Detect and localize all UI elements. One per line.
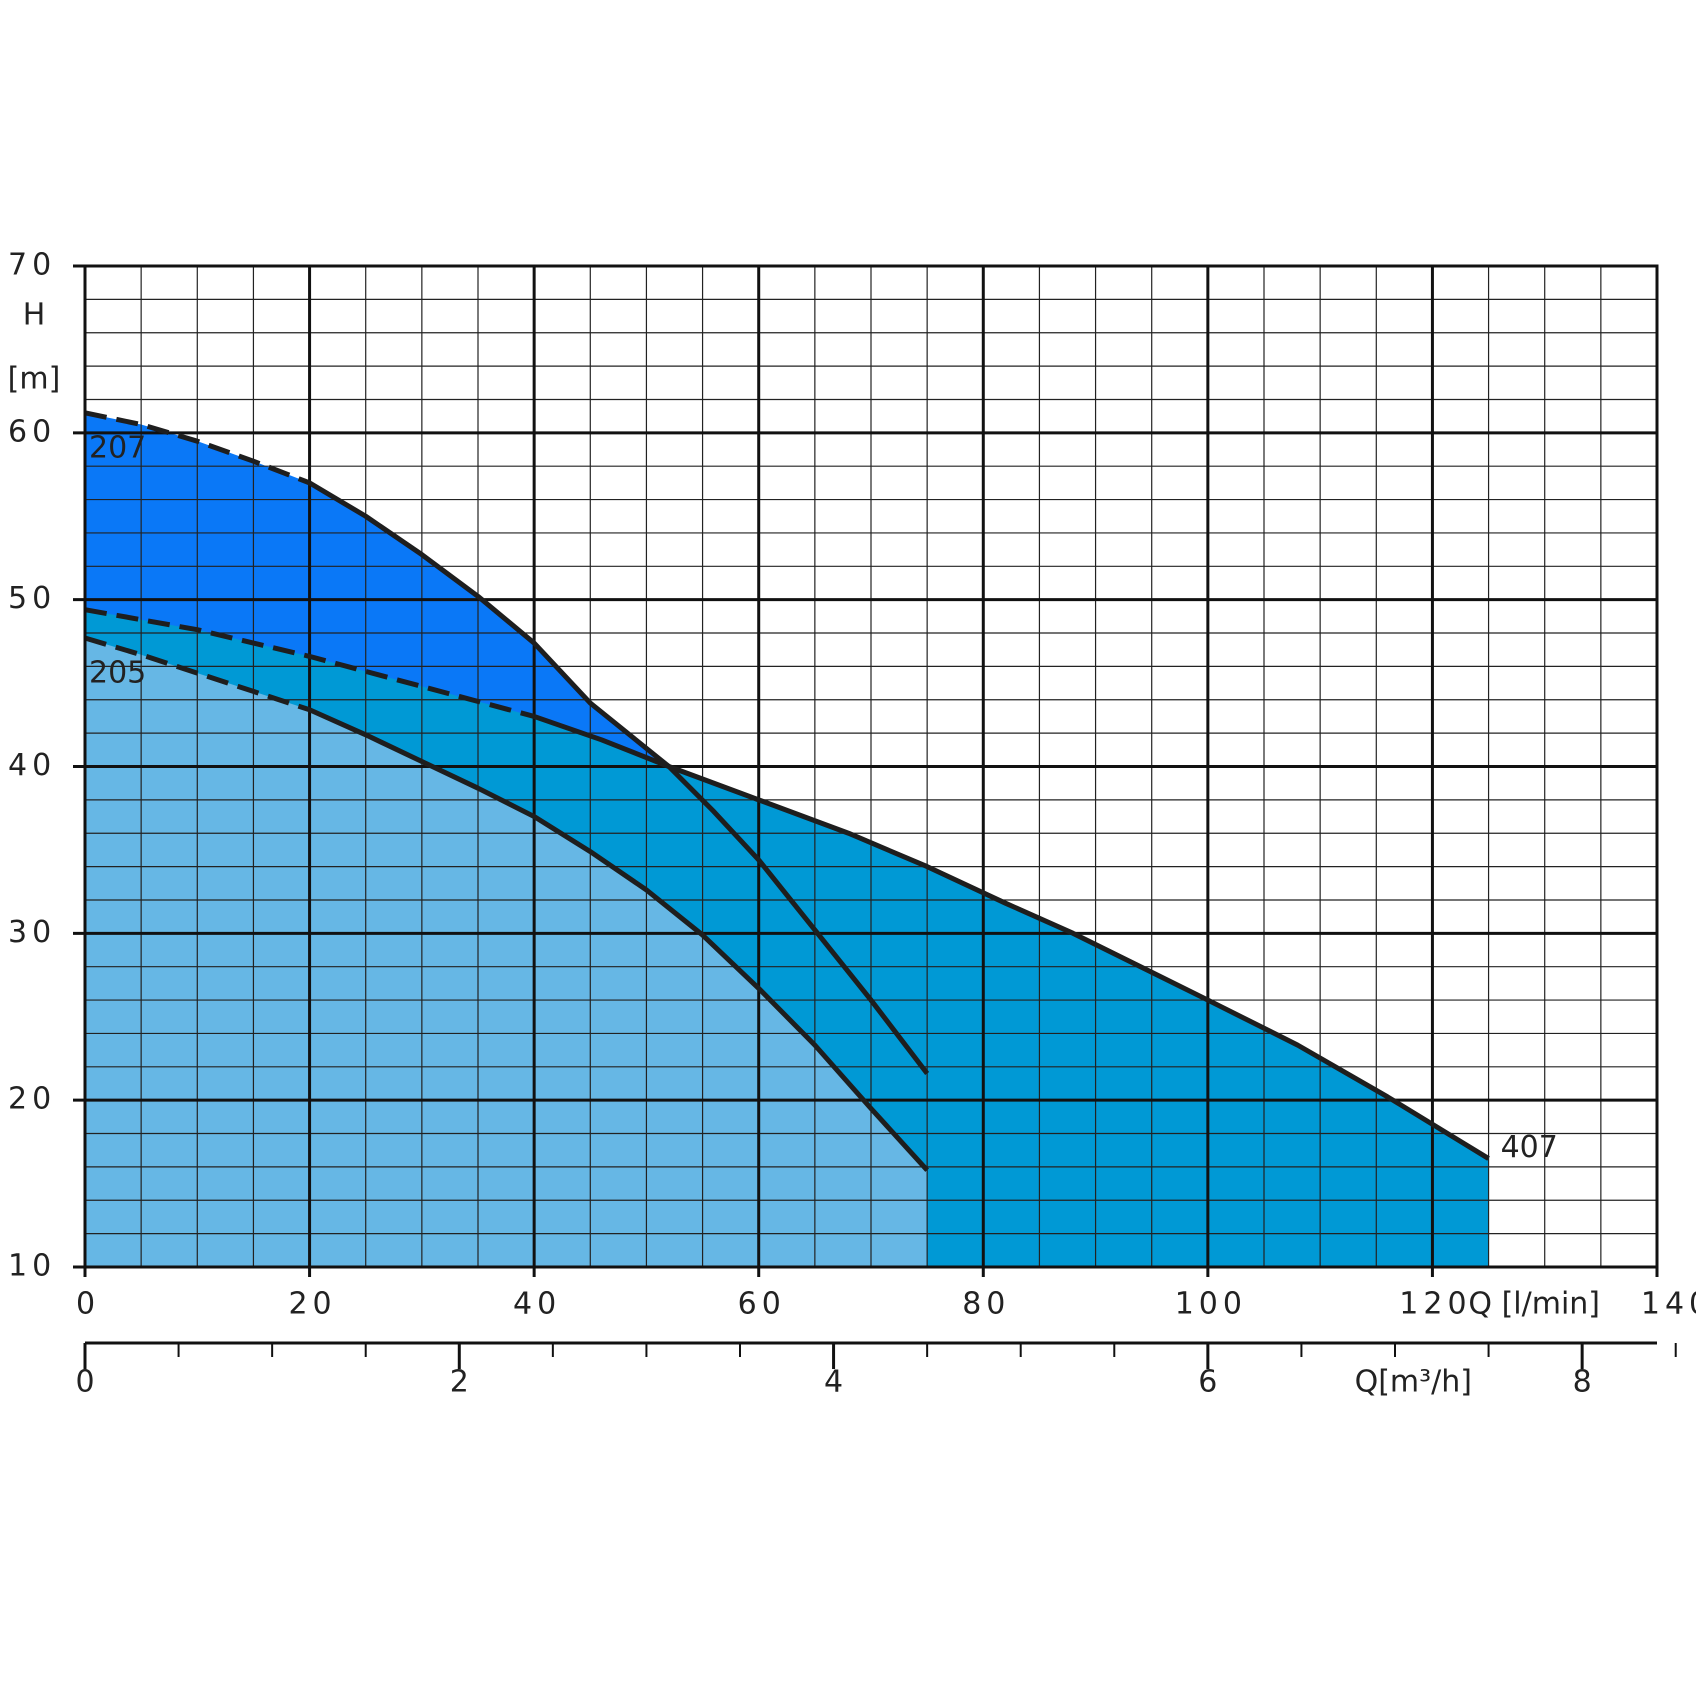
x-tick-label: 140 bbox=[1641, 1287, 1696, 1322]
x2-tick-label: 2 bbox=[450, 1365, 469, 1400]
plot-frame bbox=[83, 264, 1659, 1269]
curve bbox=[84, 410, 311, 486]
curve-label: 207 bbox=[89, 430, 146, 465]
x-tick-label: 100 bbox=[1175, 1287, 1247, 1322]
x2-tick-label: 4 bbox=[824, 1365, 843, 1400]
x-tick-label: 20 bbox=[288, 1287, 336, 1322]
x-axis-label: Q [l/min] bbox=[1468, 1287, 1600, 1322]
x2-tick-label: 8 bbox=[1573, 1365, 1592, 1400]
x-tick-label: 60 bbox=[738, 1287, 786, 1322]
y-tick-label: 50 bbox=[8, 581, 56, 616]
x-tick-label: 0 bbox=[76, 1287, 100, 1322]
y-tick-label: 60 bbox=[8, 414, 56, 449]
y-tick-label: 10 bbox=[8, 1249, 56, 1284]
curve-label: 407 bbox=[1501, 1130, 1558, 1165]
x2-axis-label: Q[m³/h] bbox=[1355, 1365, 1472, 1400]
x-tick-label: 120 bbox=[1399, 1287, 1471, 1322]
y-axis-label: [m] bbox=[8, 362, 61, 397]
curve bbox=[308, 480, 930, 1075]
curve bbox=[308, 707, 929, 1172]
curve bbox=[533, 714, 1490, 1161]
y-tick-label: 40 bbox=[8, 748, 56, 783]
curve bbox=[84, 635, 311, 713]
x-tick-label: 40 bbox=[513, 1287, 561, 1322]
y-tick-label: 70 bbox=[8, 248, 56, 283]
x-tick-label: 80 bbox=[962, 1287, 1010, 1322]
y-tick-label: 20 bbox=[8, 1082, 56, 1117]
x2-tick-label: 6 bbox=[1198, 1365, 1217, 1400]
y-axis-label: H bbox=[23, 298, 46, 333]
area bbox=[85, 638, 928, 1267]
curve bbox=[84, 607, 535, 719]
curve-label: 205 bbox=[89, 656, 146, 691]
x2-tick-label: 0 bbox=[75, 1365, 94, 1400]
y-tick-label: 30 bbox=[8, 915, 56, 950]
